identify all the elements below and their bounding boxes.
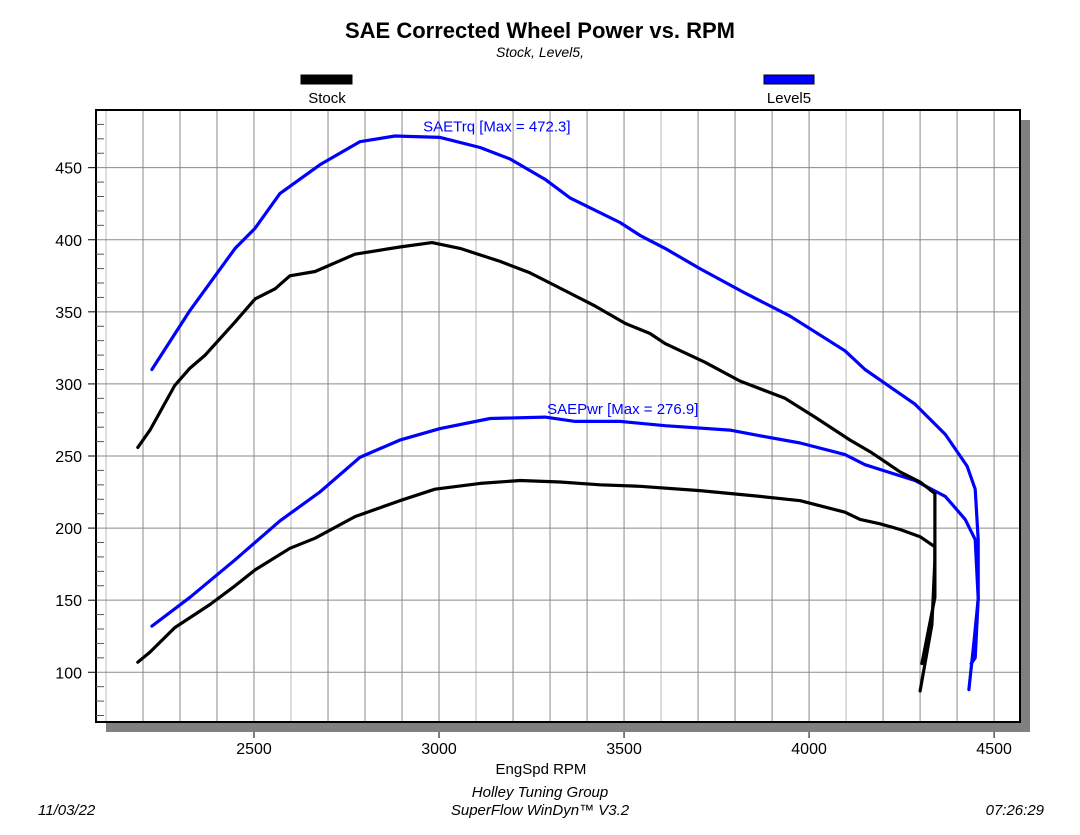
y-tick-label: 350 (55, 305, 82, 322)
footer-time: 07:26:29 (986, 802, 1045, 819)
plot-frame (95, 109, 1021, 723)
y-tick-label: 250 (55, 449, 82, 466)
legend-label-stock: Stock (308, 90, 346, 107)
plot-area (96, 110, 1020, 722)
series-line-level5-saepwr (150, 415, 980, 666)
footer-software: SuperFlow WinDyn™ V3.2 (451, 802, 630, 819)
series-group (136, 134, 980, 693)
series-line-stock-saetrq (136, 241, 937, 693)
axis-ticks: 100 150 200 250 300 350 400 450 2500 3000 3500 4000… (55, 123, 1012, 758)
x-tick-label: 4500 (976, 741, 1012, 758)
series-line-stock-saepwr (136, 478, 937, 666)
y-tick-label: 450 (55, 161, 82, 178)
y-tick-label: 200 (55, 521, 82, 538)
x-tick-label: 3500 (606, 741, 642, 758)
x-tick-label: 3000 (421, 741, 457, 758)
y-tick-label: 300 (55, 377, 82, 394)
footer-date: 11/03/22 (38, 802, 96, 819)
annotation-power-max: SAEPwr [Max = 276.9] (547, 401, 698, 418)
y-tick-label: 150 (55, 593, 82, 610)
x-axis-label: EngSpd RPM (496, 761, 587, 778)
y-tick-label: 400 (55, 233, 82, 250)
footer-company: Holley Tuning Group (472, 784, 608, 801)
legend-swatch-stock (300, 74, 353, 85)
grid (96, 110, 1020, 722)
series-line-level5-saetrq (150, 134, 980, 692)
legend-label-level5: Level5 (767, 90, 811, 107)
annotation-torque-max: SAETrq [Max = 472.3] (423, 119, 570, 136)
x-tick-label: 2500 (236, 741, 272, 758)
chart-title: SAE Corrected Wheel Power vs. RPM (345, 18, 735, 43)
legend-swatch-level5 (763, 74, 815, 85)
x-tick-label: 4000 (791, 741, 827, 758)
y-tick-label: 100 (55, 665, 82, 682)
chart-subtitle: Stock, Level5, (496, 44, 584, 60)
